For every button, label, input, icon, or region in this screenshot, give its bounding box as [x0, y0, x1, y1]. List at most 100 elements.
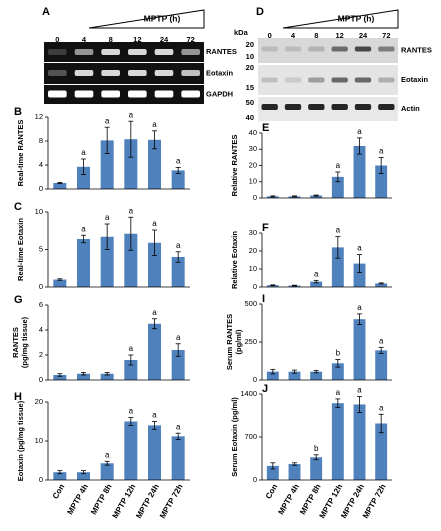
- blot-band: [331, 46, 348, 52]
- y-tick-label: 4: [39, 160, 43, 169]
- bar: [171, 170, 185, 189]
- error-bar: [57, 470, 63, 475]
- bar: [331, 247, 344, 287]
- y-tick-label: 0: [39, 184, 43, 193]
- significance-label: a: [314, 269, 319, 278]
- lane-label: 72: [186, 35, 194, 44]
- error-bar: [128, 354, 134, 366]
- x-tick-label: MPTP 12h: [111, 482, 138, 520]
- y-tick-label: 5: [39, 244, 43, 253]
- bar: [124, 139, 138, 189]
- significance-label: a: [105, 116, 110, 125]
- y-axis-label: Serum RANTES: [225, 314, 234, 370]
- blot-band: [74, 70, 94, 76]
- blot-band: [181, 90, 200, 98]
- significance-label: a: [129, 407, 134, 416]
- error-bar: [175, 166, 181, 174]
- error-bar: [292, 284, 297, 287]
- bar: [100, 236, 114, 287]
- treatment-label: MPTP (h): [338, 13, 375, 23]
- blot-strip: [44, 42, 204, 62]
- y-axis-label: (pg/mg tissue): [20, 316, 29, 368]
- significance-label: b: [336, 349, 341, 358]
- error-bar: [313, 194, 319, 197]
- bar: [147, 242, 162, 287]
- significance-label: a: [379, 336, 384, 345]
- y-tick-label: 10: [35, 436, 43, 445]
- error-bar: [104, 460, 110, 466]
- y-axis-label: Serum Eotaxin (pg/ml): [230, 397, 239, 477]
- significance-label: a: [81, 148, 86, 157]
- error-bar: [175, 432, 181, 440]
- significance-label: a: [105, 450, 110, 459]
- lane-label: 0: [55, 35, 59, 44]
- y-tick-label: 250: [244, 337, 257, 346]
- error-bar: [292, 462, 297, 466]
- bar: [310, 281, 323, 287]
- kda-marker: 40: [246, 113, 254, 122]
- error-bar: [357, 254, 362, 274]
- panel-letter: J: [262, 383, 268, 395]
- bar: [288, 371, 301, 380]
- y-axis-label: (pg/ml): [234, 329, 243, 354]
- error-bar: [104, 126, 110, 155]
- significance-label: a: [81, 224, 86, 233]
- blot-band: [261, 46, 278, 52]
- y-tick-label: 700: [244, 432, 257, 441]
- significance-label: a: [379, 146, 384, 155]
- bar: [375, 423, 388, 480]
- error-bar: [104, 372, 110, 376]
- bar: [53, 183, 67, 189]
- error-bar: [292, 369, 297, 374]
- significance-label: a: [379, 403, 384, 412]
- bar: [310, 371, 323, 380]
- blot-band: [48, 70, 67, 76]
- significance-label: a: [176, 422, 181, 431]
- blot-band: [101, 90, 120, 98]
- error-bar: [357, 137, 362, 155]
- bar: [353, 319, 366, 380]
- error-bar: [57, 373, 63, 377]
- bar: [76, 472, 91, 480]
- bar: [171, 436, 185, 480]
- blot-band: [378, 104, 395, 110]
- significance-label: a: [129, 344, 134, 353]
- error-bar: [128, 120, 134, 158]
- error-bar: [81, 470, 86, 475]
- significance-label: a: [152, 308, 157, 317]
- error-bar: [357, 313, 362, 325]
- panel-letter: B: [14, 106, 22, 118]
- x-tick-label: Con: [264, 482, 280, 500]
- bar: [353, 263, 366, 287]
- row-label: Actin: [401, 104, 420, 113]
- y-tick-label: 0: [253, 475, 257, 484]
- panel-letter: C: [14, 201, 22, 213]
- significance-label: a: [176, 333, 181, 342]
- y-tick-label: 0: [39, 375, 43, 384]
- y-tick-label: 30: [249, 144, 257, 153]
- y-tick-label: 0: [253, 375, 257, 384]
- lane-label: 72: [382, 31, 390, 40]
- blot-band: [284, 104, 302, 110]
- bar: [76, 373, 91, 380]
- significance-label: a: [357, 386, 362, 395]
- significance-label: a: [176, 241, 181, 250]
- lane-label: 24: [359, 31, 368, 40]
- y-axis-label: RANTES: [11, 327, 20, 358]
- panel-letter: I: [262, 293, 265, 305]
- error-bar: [270, 284, 276, 286]
- bar: [331, 176, 344, 198]
- panel-letter: A: [42, 6, 50, 18]
- error-bar: [270, 462, 276, 470]
- error-bar: [313, 279, 319, 284]
- kda-marker: 50: [246, 98, 254, 107]
- y-tick-label: 20: [249, 246, 257, 255]
- y-tick-label: 8: [39, 136, 43, 145]
- blot-band: [378, 46, 395, 52]
- blot-band: [284, 77, 302, 83]
- y-tick-label: 500: [244, 299, 257, 308]
- error-bar: [313, 370, 319, 374]
- blot-band: [128, 70, 147, 76]
- kda-marker: 10: [246, 52, 254, 61]
